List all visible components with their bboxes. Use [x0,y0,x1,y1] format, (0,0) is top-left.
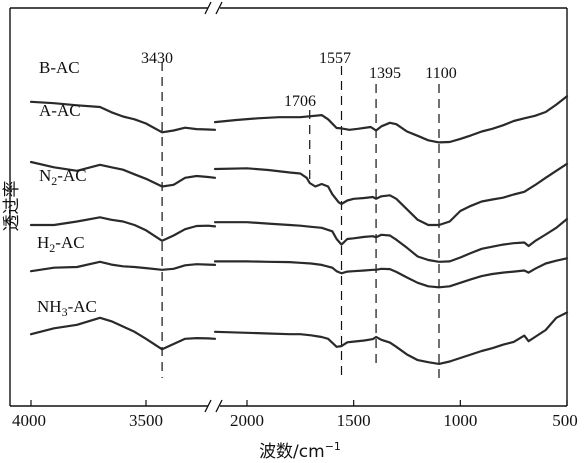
x-tick-label: 3500 [129,411,163,430]
series-labels: B-AC A-AC N2-AC H2-AC NH3-AC [37,58,97,319]
y-axis-title: 透过率 [2,181,22,232]
peak-labels: 3430 1706 1557 1395 1100 [141,50,457,110]
peak-label-1557: 1557 [319,50,351,67]
axis-break-mark-0-a [204,1,212,15]
series-A-AC [29,160,569,227]
x-axis-title: 波数/cm−1 [259,440,341,462]
series-label-A-AC: A-AC [39,101,81,120]
series-line-A-AC-low [213,162,569,227]
series-line-N2-AC-low [213,217,569,263]
peak-marker-lines [161,62,440,384]
series-line-H2-AC-low [213,257,569,289]
series-line-NH3-AC-high [29,316,217,351]
axis-break-mark-1-b [215,399,223,413]
series-H2-AC [29,257,569,289]
series-label-NH3-AC: NH3-AC [37,297,97,319]
axis-break-mark-1-a [204,399,212,413]
x-tick-label: 1500 [337,411,371,430]
series-line-NH3-AC-low [213,311,569,365]
series-B-AC [29,95,569,144]
peak-label-1706: 1706 [284,93,316,110]
series-line-B-AC-low [213,95,569,144]
peak-label-3430: 3430 [141,50,173,67]
series-line-H2-AC-high [29,260,217,273]
series-line-A-AC-high [29,160,217,188]
x-tick-label: 1000 [443,411,477,430]
plot-frame [9,1,568,413]
axis-break-mark-0-b [215,1,223,15]
series-line-B-AC-high [29,100,217,134]
peak-label-1100: 1100 [425,65,456,82]
x-tick-label: 500 [552,411,578,430]
x-axis-title-exponent: −1 [325,440,341,453]
series-NH3-AC [29,311,569,365]
x-tick-label: 2000 [230,411,264,430]
y-axis-title-text: 透过率 [2,181,22,232]
spectra-series [29,95,569,365]
series-label-N2-AC: N2-AC [39,166,87,188]
series-line-N2-AC-high [29,216,217,242]
series-label-H2-AC: H2-AC [37,233,85,255]
peak-label-1395: 1395 [369,65,401,82]
x-axis-ticks: 4000 3500 2000 1500 1000 500 [12,400,578,430]
series-N2-AC [29,216,569,263]
x-tick-label: 4000 [12,411,46,430]
series-label-B-AC: B-AC [39,58,80,77]
